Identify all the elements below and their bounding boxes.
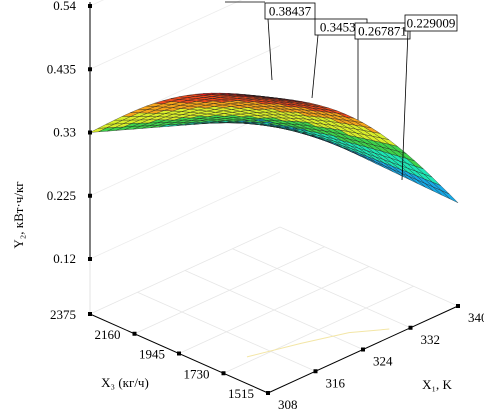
- x1-tick: [313, 369, 318, 374]
- x3-tick: [177, 351, 181, 356]
- x3-tick-label: 1945: [139, 347, 165, 362]
- y-tick: [88, 257, 92, 261]
- y-tick-label: 0.12: [53, 251, 76, 266]
- y-tick-label: 0.435: [47, 61, 76, 76]
- contour-label: 0.34538: [320, 20, 362, 35]
- floor-gridline: [89, 226, 281, 315]
- contour-label-box: [404, 14, 458, 32]
- contour-label: 0.229009: [407, 16, 456, 31]
- back-gridline: [89, 171, 281, 260]
- x3-tick-label: 1515: [228, 386, 254, 401]
- axes: 0.12 0.225 0.33 0.435 0.54 1515 1730 1945 2160 23…: [47, 0, 484, 412]
- x1-tick-label: 324: [373, 354, 393, 369]
- x3-tick-label: 1730: [184, 366, 210, 381]
- contour-leader-line: [311, 34, 319, 99]
- x1-tick-label: 308: [278, 397, 298, 412]
- x1-tick: [361, 347, 365, 352]
- x3-tick: [88, 312, 92, 316]
- x1-tick: [408, 325, 413, 330]
- contour-leader-line: [267, 18, 273, 81]
- x1-tick: [266, 391, 270, 395]
- y-axis-title: Y₂, кВт·ч/кг: [11, 181, 26, 248]
- x1-tick-label: 316: [326, 375, 346, 390]
- floor-grid: [89, 226, 459, 394]
- y-tick-label: 0.225: [47, 188, 76, 203]
- x1-tick-label: 340: [468, 310, 484, 325]
- floor-gridline: [232, 248, 411, 329]
- y-tick: [88, 130, 92, 135]
- back-gridline: [89, 0, 105, 7]
- back-gridline: [89, 0, 243, 70]
- contour-label-box: [264, 2, 316, 20]
- x3-tick: [132, 331, 137, 336]
- floor-gridline: [134, 246, 325, 335]
- contour-label: 0.38437: [269, 4, 312, 19]
- floor-gridline: [279, 226, 459, 307]
- y-tick: [88, 4, 92, 8]
- y-tick-label: 0.33: [53, 125, 76, 140]
- x1-axis-title: X₁, K: [422, 377, 452, 392]
- x3-tick-label: 2375: [50, 307, 76, 322]
- contour-leader-line: [401, 30, 409, 181]
- surface-cell: [441, 190, 459, 204]
- x1-tick: [456, 304, 460, 308]
- response-surface: [89, 92, 459, 204]
- y-tick: [88, 67, 92, 72]
- x3-axis-title: X₃ (кг/ч): [101, 375, 149, 390]
- back-wall-grid: [89, 0, 281, 314]
- floor-gridline: [178, 266, 370, 354]
- x3-tick: [221, 371, 226, 376]
- y-tick: [88, 193, 92, 198]
- contour-label: 0.267871: [358, 24, 407, 39]
- x3-tick-label: 2160: [95, 327, 121, 342]
- y-tick-label: 0.54: [53, 0, 76, 13]
- floor-contour: [246, 328, 390, 358]
- x1-tick-label: 332: [421, 332, 441, 347]
